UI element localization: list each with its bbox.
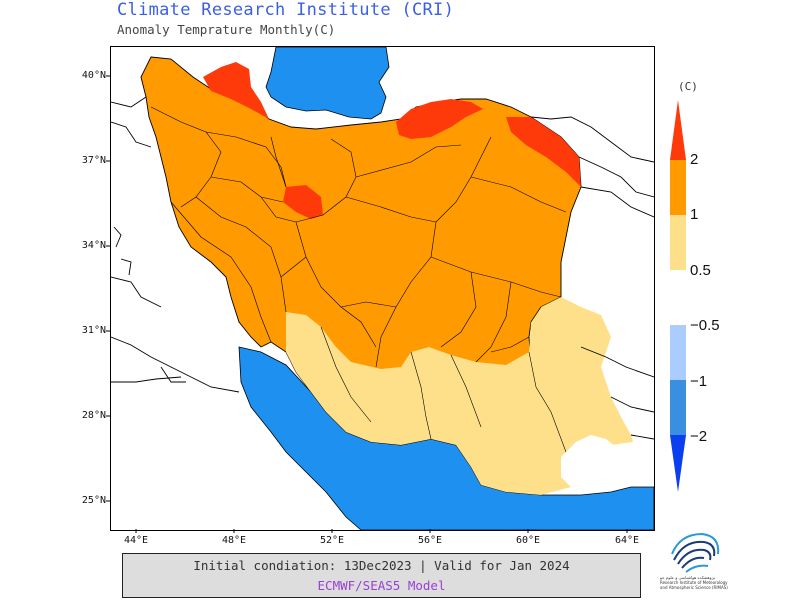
legend-label-neg-0-5: −0.5 [690,317,720,334]
legend-swatch-neg-2 [670,435,686,492]
legend-label-2: 2 [690,151,699,168]
model-info-box: Initial condiation: 13Dec2023 | Valid fo… [122,553,641,598]
lon-label-52: 52°E [319,535,345,546]
lat-label-40: 40°N [81,70,106,81]
legend-label-1: 1 [690,206,699,223]
region-anomaly-2-north [396,99,483,139]
logo-text: پژوهشکده هواشناسی و علوم جو Research Ins… [660,575,728,590]
region-anomaly-0-5-1 [286,297,633,495]
lat-label-34: 34°N [81,240,106,251]
region-anomaly-2-nw [203,62,269,119]
lat-label-25: 25°N [81,495,106,506]
lon-label-60: 60°E [515,535,541,546]
province-boundaries [150,106,567,453]
lon-label-48: 48°E [221,535,247,546]
page-subtitle: Anomaly Temprature Monthly(C) [117,22,336,37]
lat-label-28: 28°N [81,410,106,421]
lon-label-44: 44°E [123,535,149,546]
legend-swatch-neg-1 [670,380,686,435]
legend-unit: (C) [678,80,698,93]
lon-label-64: 64°E [614,535,640,546]
legend-swatch-1 [670,160,686,215]
caspian-sea [265,47,390,120]
anomaly-map [110,46,655,531]
region-anomaly-2-center [283,185,323,219]
initial-condition-text: Initial condiation: 13Dec2023 | Valid fo… [193,558,570,573]
map-svg [111,47,654,530]
legend-colorbar [670,100,686,492]
legend-label-neg-1: −1 [690,373,708,390]
lon-label-56: 56°E [417,535,443,546]
model-name-text: ECMWF/SEAS5 Model [317,578,446,593]
legend-swatch-0-5 [670,215,686,270]
legend-label-neg-2: −2 [690,428,708,445]
lat-label-31: 31°N [81,325,106,336]
region-anomaly-2-ne [506,117,581,187]
legend-swatch-2 [670,100,686,160]
region-neutral [561,435,621,487]
legend-swatch-neg-0-5 [670,325,686,380]
lat-label-37: 37°N [81,155,106,166]
cri-logo-icon [671,532,720,573]
legend-label-0-5: 0.5 [690,262,711,279]
page-title: Climate Research Institute (CRI) [117,0,455,20]
country-borders [111,96,654,440]
